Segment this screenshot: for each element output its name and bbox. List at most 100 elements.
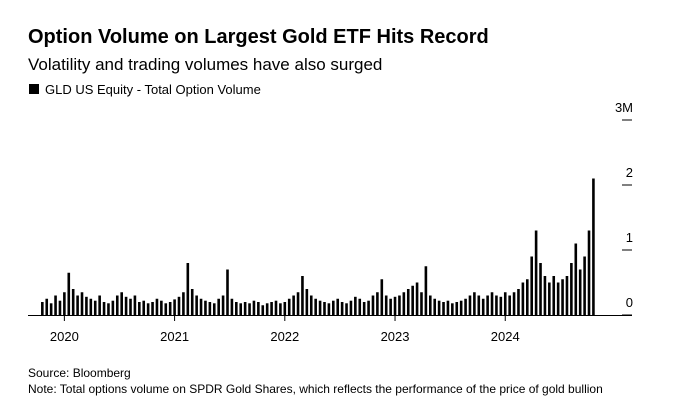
bar xyxy=(124,296,128,315)
bar xyxy=(402,292,406,315)
bar xyxy=(340,302,344,315)
bar xyxy=(393,296,397,315)
bar xyxy=(530,256,534,315)
bar xyxy=(358,298,362,315)
bar xyxy=(464,298,467,315)
bar xyxy=(503,292,507,315)
y-tick-label: 0 xyxy=(626,295,633,310)
bar xyxy=(279,303,282,315)
bar xyxy=(190,289,194,315)
bar xyxy=(142,300,146,315)
bar xyxy=(71,289,75,315)
bar xyxy=(574,243,578,315)
bar xyxy=(512,292,516,315)
x-tick-label: 2021 xyxy=(160,329,189,344)
bar xyxy=(336,298,340,315)
bar xyxy=(389,298,392,315)
bar xyxy=(420,292,423,315)
bar xyxy=(226,269,229,315)
bar xyxy=(164,303,168,315)
bar xyxy=(80,292,84,315)
bar xyxy=(428,295,432,315)
bar xyxy=(433,298,437,315)
x-tick-label: 2023 xyxy=(381,329,410,344)
bar xyxy=(204,300,207,315)
bar xyxy=(437,300,441,315)
bar xyxy=(442,302,445,315)
bar xyxy=(177,296,181,315)
bar xyxy=(239,303,243,315)
bar xyxy=(301,276,304,315)
bar xyxy=(248,303,251,315)
bar xyxy=(521,282,525,315)
bar xyxy=(98,295,101,315)
bar xyxy=(270,302,273,315)
bar xyxy=(490,292,494,315)
bar xyxy=(548,282,551,315)
bar xyxy=(305,289,309,315)
bar xyxy=(424,266,428,315)
bar xyxy=(411,285,414,315)
y-tick-label: 3M xyxy=(615,100,633,115)
bar xyxy=(58,300,62,315)
bar xyxy=(398,295,401,315)
bar xyxy=(133,295,137,315)
bar xyxy=(459,300,463,315)
bar xyxy=(217,298,220,315)
bar xyxy=(534,230,538,315)
bar xyxy=(49,303,53,315)
bar xyxy=(384,295,388,315)
bar xyxy=(76,295,79,315)
bar xyxy=(265,303,269,315)
bar xyxy=(318,300,322,315)
bar xyxy=(274,300,278,315)
bar xyxy=(186,263,190,315)
bar xyxy=(261,305,265,315)
bar xyxy=(146,303,150,315)
bar xyxy=(63,292,66,315)
bar xyxy=(517,289,520,315)
bar xyxy=(221,295,225,315)
bar xyxy=(327,303,331,315)
y-tick-label: 2 xyxy=(626,165,633,180)
bar xyxy=(89,298,93,315)
legend-swatch xyxy=(29,84,39,94)
bar xyxy=(111,300,115,315)
bar xyxy=(455,302,459,315)
chart-title: Option Volume on Largest Gold ETF Hits R… xyxy=(28,26,489,48)
bar xyxy=(138,302,141,315)
bar xyxy=(552,276,556,315)
bar xyxy=(195,295,198,315)
x-tick-label: 2022 xyxy=(270,329,299,344)
bar xyxy=(508,295,511,315)
bar xyxy=(292,295,295,315)
bar xyxy=(380,279,384,315)
bar xyxy=(85,296,88,315)
bar xyxy=(345,303,348,315)
bar xyxy=(354,296,357,315)
bar xyxy=(495,295,498,315)
bar xyxy=(587,230,591,315)
bar xyxy=(160,300,163,315)
x-tick-label: 2024 xyxy=(491,329,520,344)
bar xyxy=(102,302,106,315)
bar xyxy=(583,256,586,315)
bar xyxy=(570,263,573,315)
bar xyxy=(592,178,595,315)
source: Source: Bloomberg xyxy=(28,366,131,380)
chart-subtitle: Volatility and trading volumes have also… xyxy=(28,55,382,74)
bar xyxy=(314,298,317,315)
bar xyxy=(525,279,529,315)
bar xyxy=(54,295,57,315)
bar xyxy=(151,302,154,315)
bar xyxy=(129,298,132,315)
bar xyxy=(477,295,481,315)
bar xyxy=(199,298,203,315)
bar xyxy=(208,302,212,315)
bar xyxy=(362,302,366,315)
bar xyxy=(446,300,450,315)
bar xyxy=(406,289,410,315)
bar xyxy=(468,295,472,315)
bar xyxy=(539,263,542,315)
